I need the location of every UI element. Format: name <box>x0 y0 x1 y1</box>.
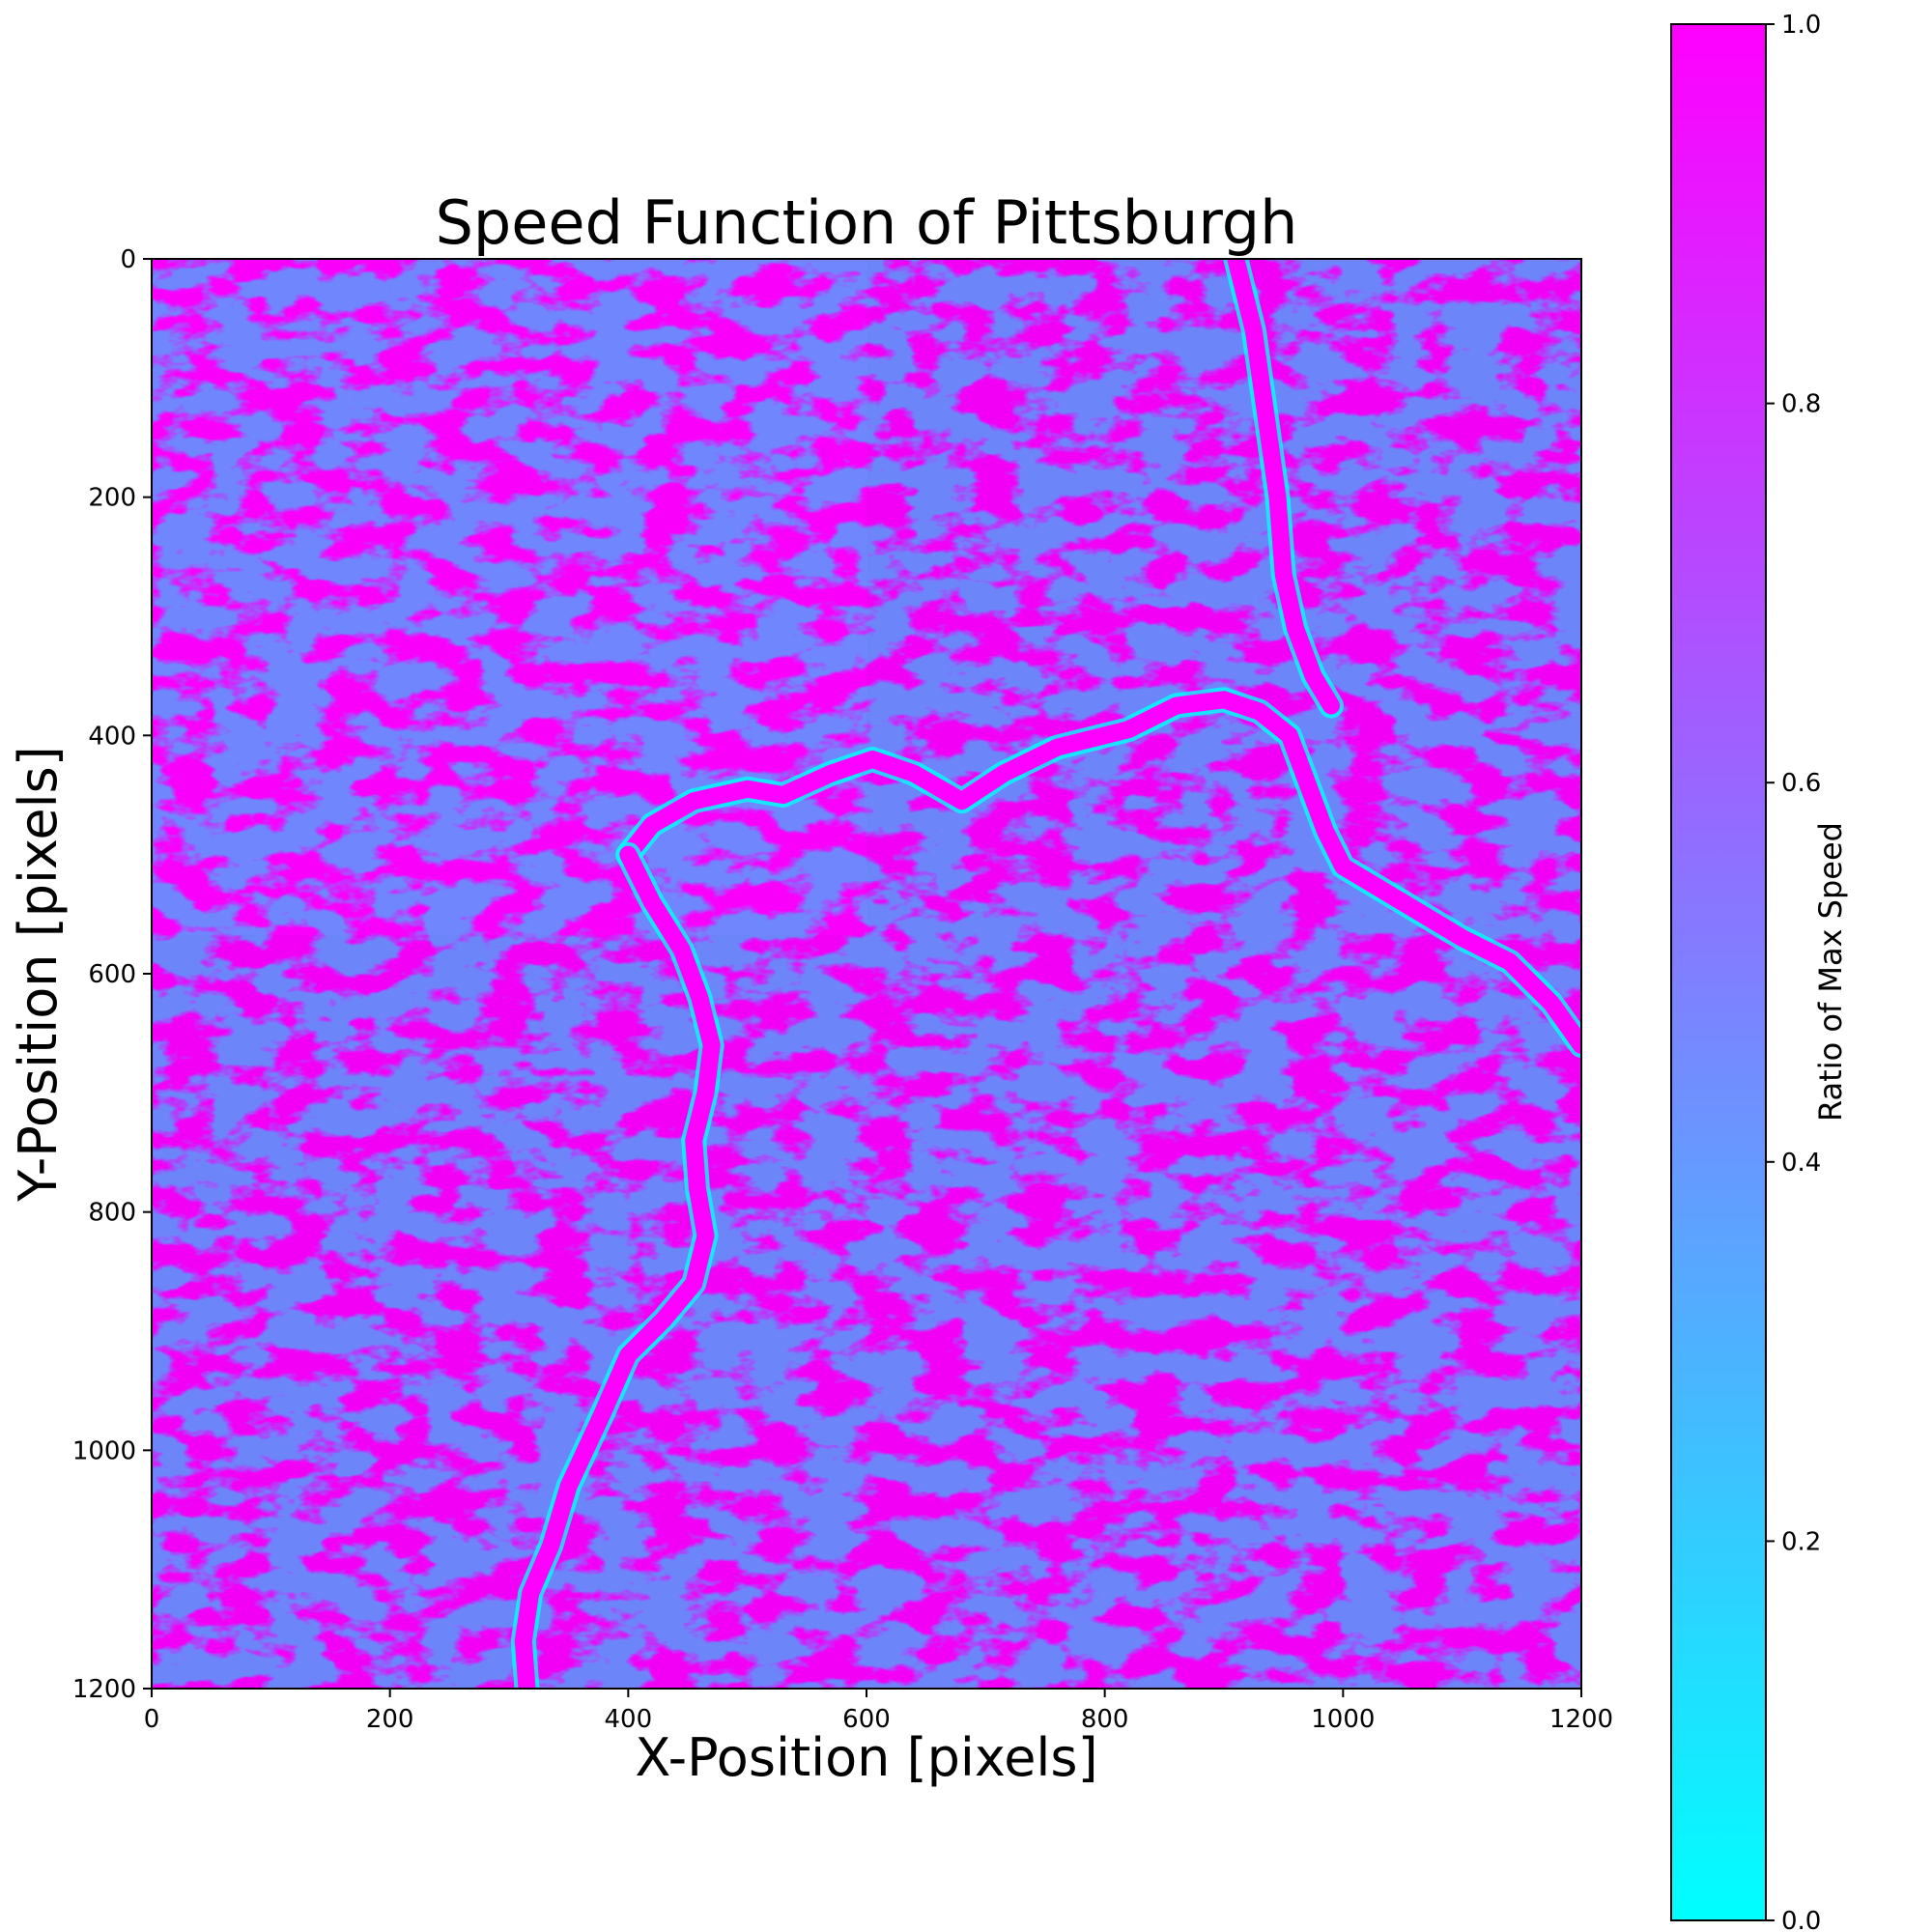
heatmap-image <box>152 259 1581 1689</box>
x-tick-label: 1000 <box>1311 1705 1375 1734</box>
y-tick-label: 600 <box>88 960 136 989</box>
heatmap-terrain-texture <box>152 259 1581 1689</box>
y-tick-label: 400 <box>88 722 136 751</box>
chart-title: Speed Function of Pittsburgh <box>436 187 1298 258</box>
x-tick-label: 200 <box>366 1705 414 1734</box>
x-tick-label: 400 <box>605 1705 653 1734</box>
colorbar-tick-label: 1.0 <box>1781 11 1821 40</box>
colorbar-tick-label: 0.0 <box>1781 1907 1821 1932</box>
y-axis-ticks: 0 200 400 600 800 1000 1200 <box>72 245 152 1704</box>
x-tick-label: 0 <box>144 1705 160 1734</box>
y-tick-label: 0 <box>120 245 136 274</box>
colorbar-tick-label: 0.8 <box>1781 390 1821 419</box>
river-channel <box>1227 259 1340 715</box>
y-axis-label: Y-Position [pixels] <box>8 746 69 1203</box>
colorbar-label: Ratio of Max Speed <box>1812 822 1849 1122</box>
x-tick-label: 600 <box>842 1705 891 1734</box>
colorbar-tick-label: 0.2 <box>1781 1527 1821 1556</box>
colorbar-ticks: 0.0 0.2 0.4 0.6 0.8 1.0 <box>1766 11 1821 1932</box>
colorbar <box>1670 23 1767 1921</box>
y-tick-label: 800 <box>88 1199 136 1228</box>
river-channel <box>619 691 1581 1054</box>
y-tick-label: 1200 <box>72 1675 136 1704</box>
y-tick-label: 200 <box>88 484 136 513</box>
river-channels <box>510 259 1581 1689</box>
colorbar-tick-label: 0.4 <box>1781 1149 1821 1178</box>
x-tick-label: 800 <box>1081 1705 1129 1734</box>
x-tick-label: 1200 <box>1549 1705 1613 1734</box>
y-tick-label: 1000 <box>72 1436 136 1465</box>
colorbar-tick-label: 0.6 <box>1781 769 1821 798</box>
x-axis-label: X-Position [pixels] <box>635 1727 1097 1788</box>
river-channel <box>514 845 721 1689</box>
x-axis-ticks: 0 200 400 600 800 1000 1200 <box>144 1689 1613 1734</box>
